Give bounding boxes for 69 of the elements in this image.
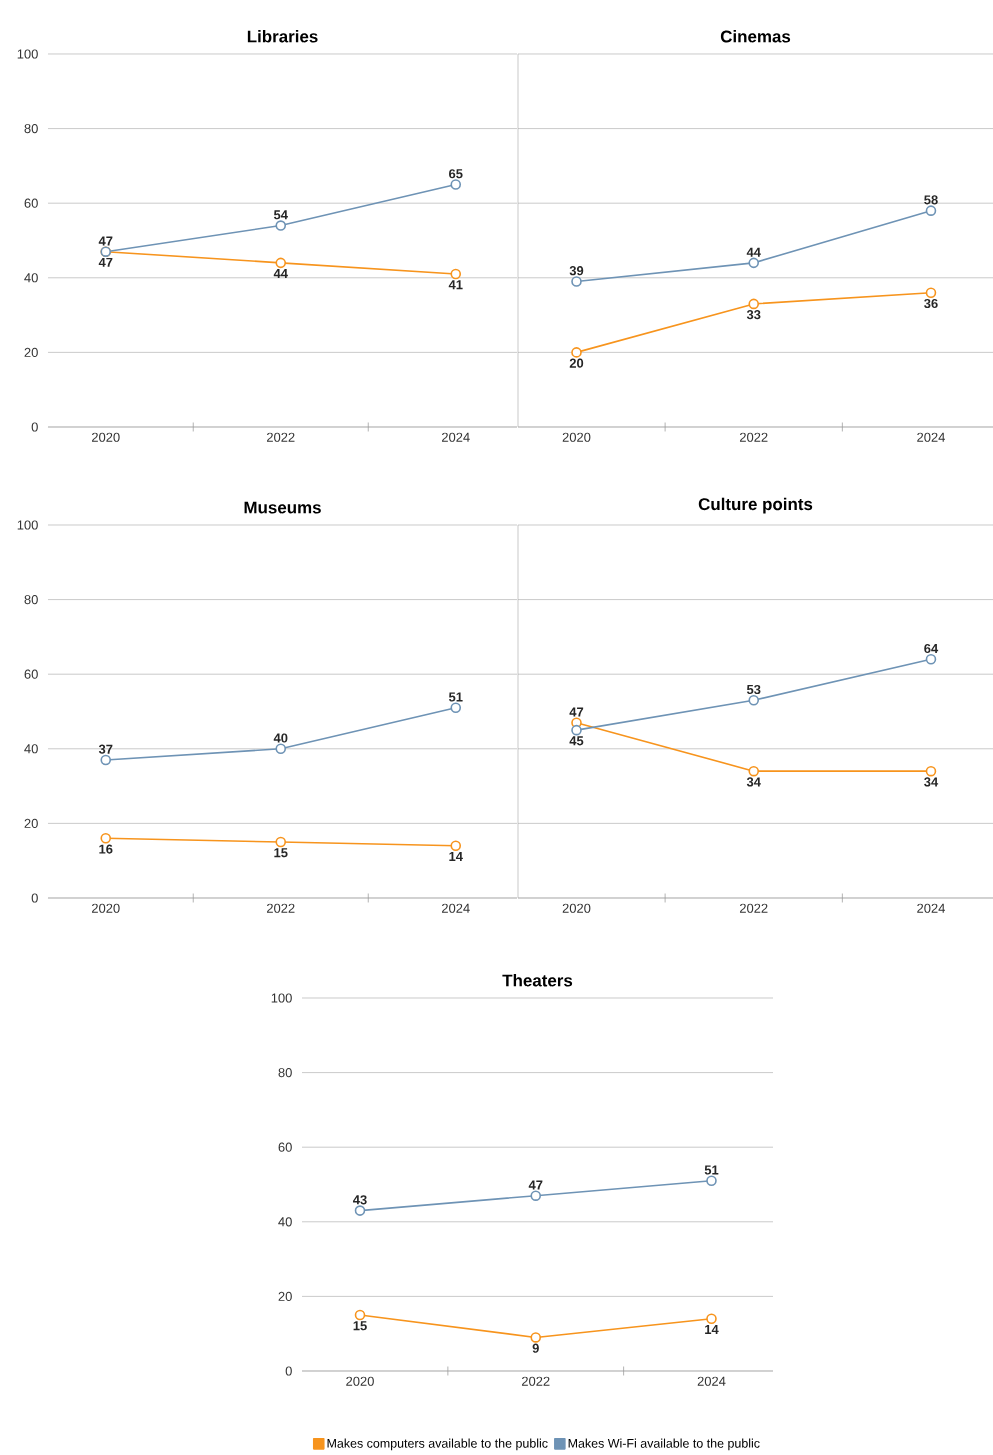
data-label: 51 [448,692,463,702]
legend-label: Makes computers available to the public [327,1438,548,1451]
y-tick-label: 80 [278,1068,292,1078]
data-label: 34 [746,777,761,787]
data-label: 58 [924,195,938,205]
data-label: 47 [528,1180,543,1190]
data-label: 15 [274,848,288,858]
data-label: 15 [353,1321,367,1331]
y-tick-label: 0 [31,893,38,903]
x-tick-label: 2022 [739,432,768,442]
y-tick-label: 20 [24,347,38,357]
data-label: 33 [746,310,761,320]
data-label: 54 [273,210,288,220]
y-tick-label: 60 [24,669,38,679]
x-tick-label: 2022 [266,432,295,442]
y-tick-label: 20 [278,1291,292,1301]
y-tick-label: 60 [24,198,38,208]
data-label: 39 [569,266,584,276]
chart-title: Museums [244,501,321,514]
x-tick-label: 2020 [562,432,591,442]
data-label: 51 [704,1165,719,1175]
data-label: 47 [569,707,583,717]
data-label: 65 [448,169,463,179]
data-label: 41 [448,280,463,290]
chart-title: Cinemas [720,30,790,43]
y-tick-label: 40 [24,744,38,754]
y-tick-label: 100 [17,49,38,59]
data-label: 53 [746,684,761,695]
y-tick-label: 40 [24,273,38,283]
chart-title: Theaters [502,974,572,987]
data-label: 44 [746,247,761,257]
data-label: 45 [569,736,584,746]
x-tick-label: 2022 [266,903,295,913]
x-tick-label: 2024 [917,903,945,913]
legend-label: Makes Wi-Fi available to the public [568,1438,760,1451]
x-tick-label: 2020 [91,432,120,442]
data-label: 14 [449,851,463,861]
x-tick-label: 2022 [521,1376,550,1386]
x-tick-label: 2020 [346,1376,374,1386]
data-label: 36 [923,298,938,309]
y-tick-label: 60 [278,1142,292,1152]
data-label: 34 [923,777,938,787]
chart-title: Libraries [247,30,318,43]
y-tick-label: 100 [17,520,38,530]
data-label: 37 [98,744,113,754]
x-tick-label: 2020 [562,903,591,913]
y-tick-label: 80 [24,595,38,605]
x-tick-label: 2020 [91,903,120,913]
data-label: 20 [569,358,584,368]
data-label: 43 [352,1195,367,1205]
data-label: 44 [273,269,288,278]
chart-title: Culture points [698,497,813,514]
y-tick-label: 0 [31,422,38,432]
x-tick-label: 2024 [917,432,945,442]
data-label: 64 [924,643,938,654]
data-label: 47 [98,257,113,267]
y-tick-label: 20 [24,818,38,828]
y-tick-label: 0 [285,1366,292,1376]
x-tick-label: 2024 [441,903,470,913]
x-tick-label: 2024 [697,1376,726,1386]
y-tick-label: 40 [278,1217,292,1227]
x-tick-label: 2022 [739,903,768,913]
data-label: 16 [99,844,113,854]
x-tick-label: 2024 [441,432,470,442]
data-label: 14 [704,1324,719,1334]
data-label: 47 [98,236,113,246]
y-tick-label: 80 [24,124,38,134]
y-tick-label: 100 [271,993,292,1003]
data-label: 9 [532,1343,539,1353]
